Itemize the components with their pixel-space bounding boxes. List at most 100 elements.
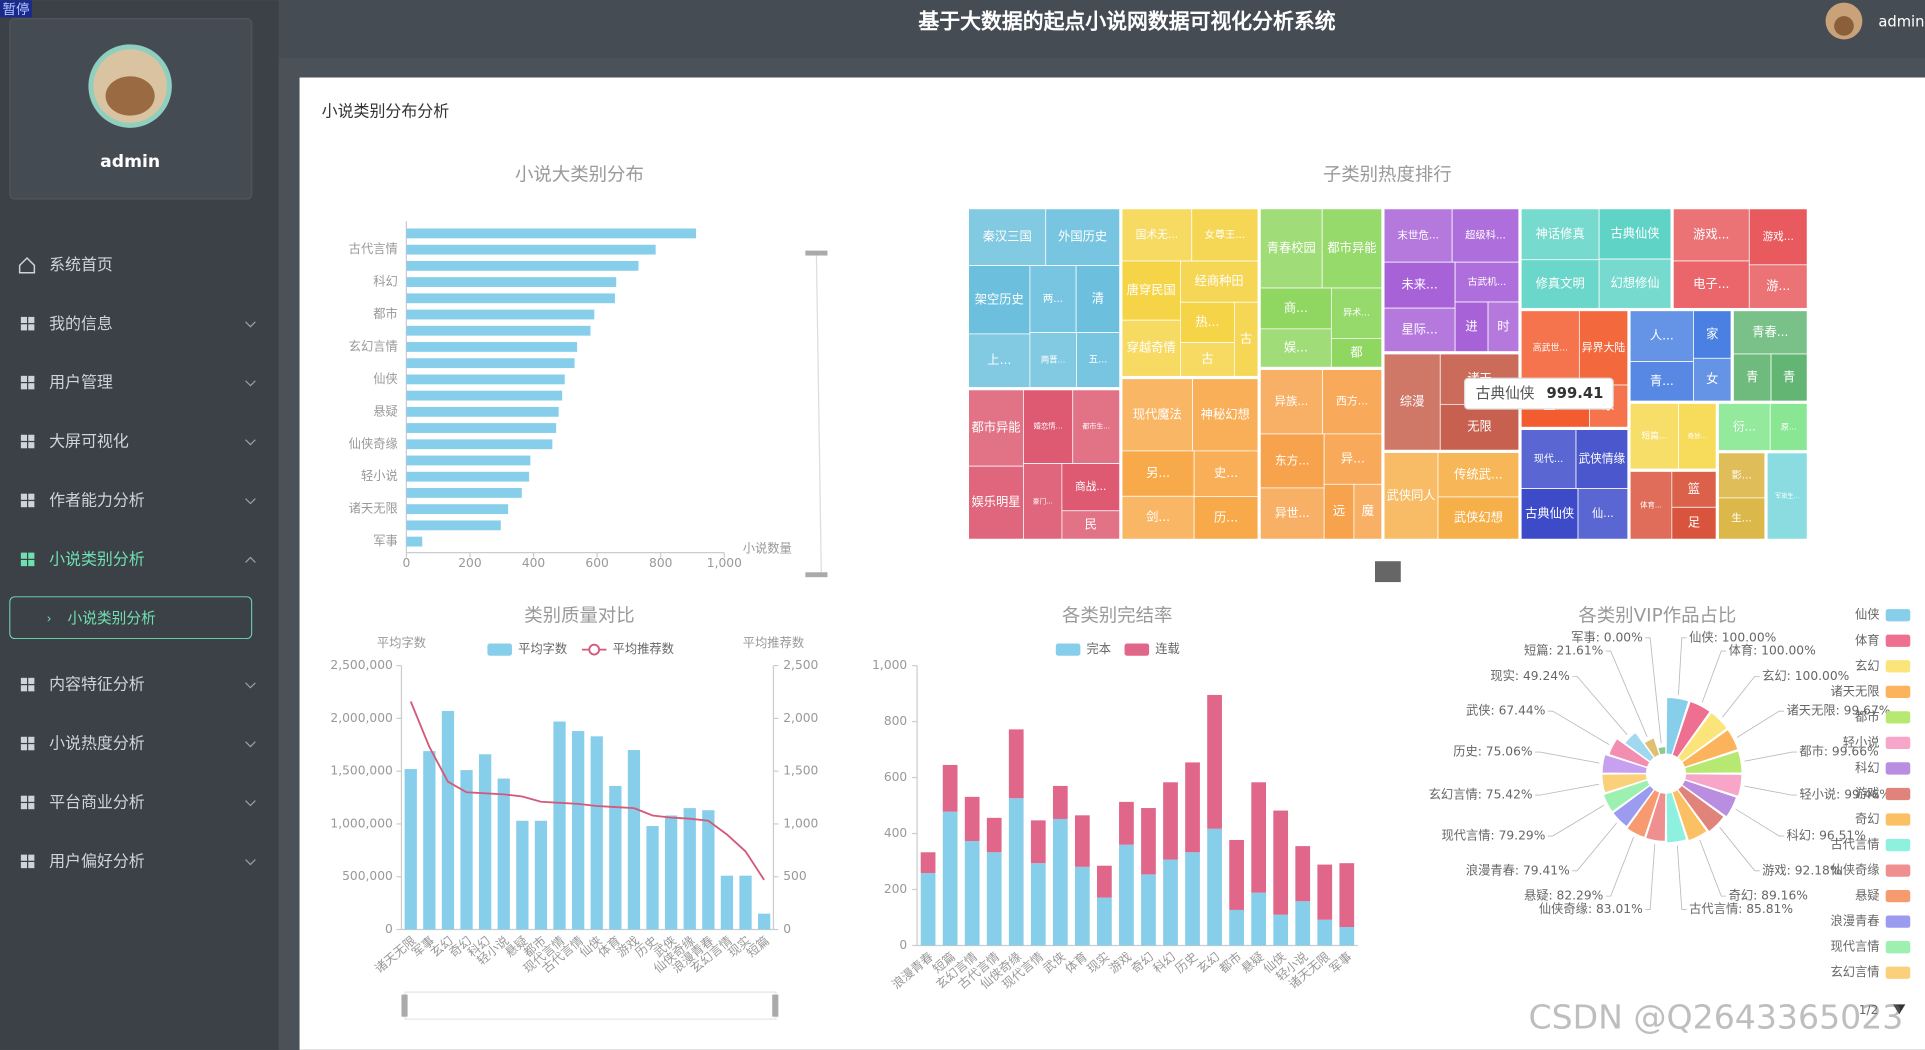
- submenu-item[interactable]: 小说类别分析: [68, 610, 157, 627]
- menu-item[interactable]: 小说热度分析: [49, 734, 145, 753]
- menu-item[interactable]: 内容特征分析: [49, 675, 145, 694]
- treemap-cell[interactable]: [1766, 452, 1808, 540]
- rose-slice[interactable]: [1681, 779, 1738, 818]
- treemap-cell[interactable]: [1629, 471, 1673, 540]
- treemap-cell[interactable]: [968, 265, 1031, 335]
- rose-slice[interactable]: [1665, 791, 1688, 844]
- rose-slice[interactable]: [1657, 746, 1667, 756]
- legend-label[interactable]: 都市: [1855, 709, 1880, 724]
- treemap-cell[interactable]: [968, 333, 1031, 388]
- rose-slice[interactable]: [1681, 728, 1739, 768]
- treemap-cell[interactable]: [1671, 506, 1717, 540]
- rose-slice[interactable]: [1643, 737, 1661, 759]
- menu-item[interactable]: 平台商业分析: [49, 793, 145, 812]
- rose-slice[interactable]: [1612, 784, 1655, 828]
- treemap-cell[interactable]: [1671, 471, 1717, 508]
- zoom-handle[interactable]: [772, 994, 779, 1017]
- treemap-cell[interactable]: [1629, 310, 1694, 362]
- menu-item[interactable]: 大屏可视化: [49, 432, 129, 451]
- legend-label[interactable]: 游戏: [1855, 786, 1880, 800]
- treemap-cell[interactable]: [1520, 208, 1600, 261]
- legend-label[interactable]: 仙侠奇缘: [1830, 863, 1879, 877]
- treemap-cell[interactable]: [1748, 208, 1808, 266]
- legend-label[interactable]: 奇幻: [1855, 812, 1880, 826]
- treemap-cell[interactable]: [1383, 353, 1441, 451]
- rose-slice[interactable]: [1676, 711, 1728, 763]
- treemap-cell[interactable]: [1520, 310, 1580, 386]
- legend-label[interactable]: 悬疑: [1855, 888, 1880, 903]
- treemap-cell[interactable]: [1748, 264, 1808, 309]
- header-user[interactable]: admin: [1878, 13, 1924, 30]
- treemap-cell[interactable]: [1023, 389, 1074, 464]
- legend-label[interactable]: 现代言情: [1830, 940, 1879, 954]
- treemap-cell[interactable]: [1672, 260, 1750, 309]
- treemap-cell[interactable]: [1353, 483, 1383, 540]
- zoom-handle[interactable]: [805, 250, 828, 256]
- legend-label[interactable]: 平均推荐数: [613, 641, 674, 656]
- treemap-cell[interactable]: [1121, 260, 1181, 321]
- legend-label[interactable]: 科幻: [1855, 761, 1880, 775]
- rose-slice[interactable]: [1684, 750, 1743, 774]
- rose-slice[interactable]: [1601, 753, 1648, 774]
- menu-item[interactable]: 小说类别分析: [49, 549, 145, 568]
- treemap-cell[interactable]: [1076, 332, 1120, 388]
- treemap-cell[interactable]: [1383, 307, 1456, 352]
- treemap-cell[interactable]: [1383, 261, 1456, 309]
- treemap-cell[interactable]: [1578, 310, 1629, 386]
- treemap-cell[interactable]: [1439, 403, 1520, 451]
- treemap-cell[interactable]: [1718, 403, 1771, 451]
- treemap-cell[interactable]: [1693, 310, 1732, 359]
- treemap-cell[interactable]: [1718, 452, 1766, 499]
- treemap-cell[interactable]: [1072, 389, 1120, 464]
- legend-label[interactable]: 连载: [1155, 641, 1180, 656]
- rose-slice[interactable]: [1676, 784, 1725, 833]
- zoom-handle[interactable]: [805, 572, 828, 578]
- zoom-handle[interactable]: [401, 994, 408, 1017]
- rose-slice[interactable]: [1626, 788, 1661, 839]
- legend-label[interactable]: 仙侠: [1855, 608, 1880, 622]
- treemap-cell[interactable]: [1330, 338, 1383, 368]
- rose-slice[interactable]: [1684, 773, 1743, 797]
- breadcrumb[interactable]: [1375, 561, 1401, 583]
- treemap-cell[interactable]: [1577, 488, 1629, 540]
- treemap-cell[interactable]: [1121, 208, 1193, 262]
- treemap-cell[interactable]: [1023, 463, 1063, 540]
- legend-next[interactable]: [1893, 1004, 1906, 1015]
- treemap-cell[interactable]: [968, 465, 1024, 540]
- rose-slice[interactable]: [1665, 696, 1690, 756]
- legend-label[interactable]: 完本: [1086, 641, 1111, 656]
- treemap-cell[interactable]: [1598, 208, 1672, 260]
- legend-label[interactable]: 体育: [1855, 632, 1880, 647]
- rose-slice[interactable]: [1601, 773, 1648, 794]
- treemap-cell[interactable]: [1180, 260, 1259, 303]
- treemap-cell[interactable]: [1321, 208, 1383, 289]
- treemap-cell[interactable]: [1121, 319, 1181, 377]
- legend-label[interactable]: 诸天无限: [1830, 684, 1879, 698]
- treemap-cell[interactable]: [1487, 301, 1520, 352]
- legend-label[interactable]: 玄幻言情: [1830, 964, 1879, 979]
- treemap-cell[interactable]: [1678, 403, 1717, 470]
- rose-slice[interactable]: [1645, 791, 1667, 842]
- treemap-cell[interactable]: [1770, 353, 1808, 402]
- rose-slice[interactable]: [1624, 731, 1655, 763]
- treemap-cell[interactable]: [1323, 433, 1383, 485]
- menu-item[interactable]: 作者能力分析: [49, 491, 145, 510]
- rose-slice[interactable]: [1671, 700, 1711, 759]
- treemap-cell[interactable]: [1383, 452, 1439, 540]
- treemap-cell[interactable]: [1045, 208, 1120, 266]
- menu-item[interactable]: 系统首页: [49, 255, 113, 274]
- menu-item[interactable]: 我的信息: [49, 314, 113, 333]
- treemap-cell[interactable]: [1693, 357, 1732, 402]
- treemap-cell[interactable]: [1121, 450, 1195, 497]
- treemap-cell[interactable]: [1454, 301, 1489, 352]
- legend-label[interactable]: 玄幻: [1855, 658, 1880, 673]
- treemap-cell[interactable]: [1718, 497, 1766, 540]
- treemap-cell[interactable]: [1598, 258, 1672, 309]
- treemap-cell[interactable]: [1520, 259, 1600, 309]
- treemap-cell[interactable]: [1191, 208, 1259, 262]
- menu-item[interactable]: 用户偏好分析: [49, 851, 145, 870]
- treemap-cell[interactable]: [1260, 433, 1325, 489]
- legend-label[interactable]: 轻小说: [1843, 734, 1880, 749]
- treemap-cell[interactable]: [1520, 488, 1579, 540]
- treemap-cell[interactable]: [1260, 369, 1323, 435]
